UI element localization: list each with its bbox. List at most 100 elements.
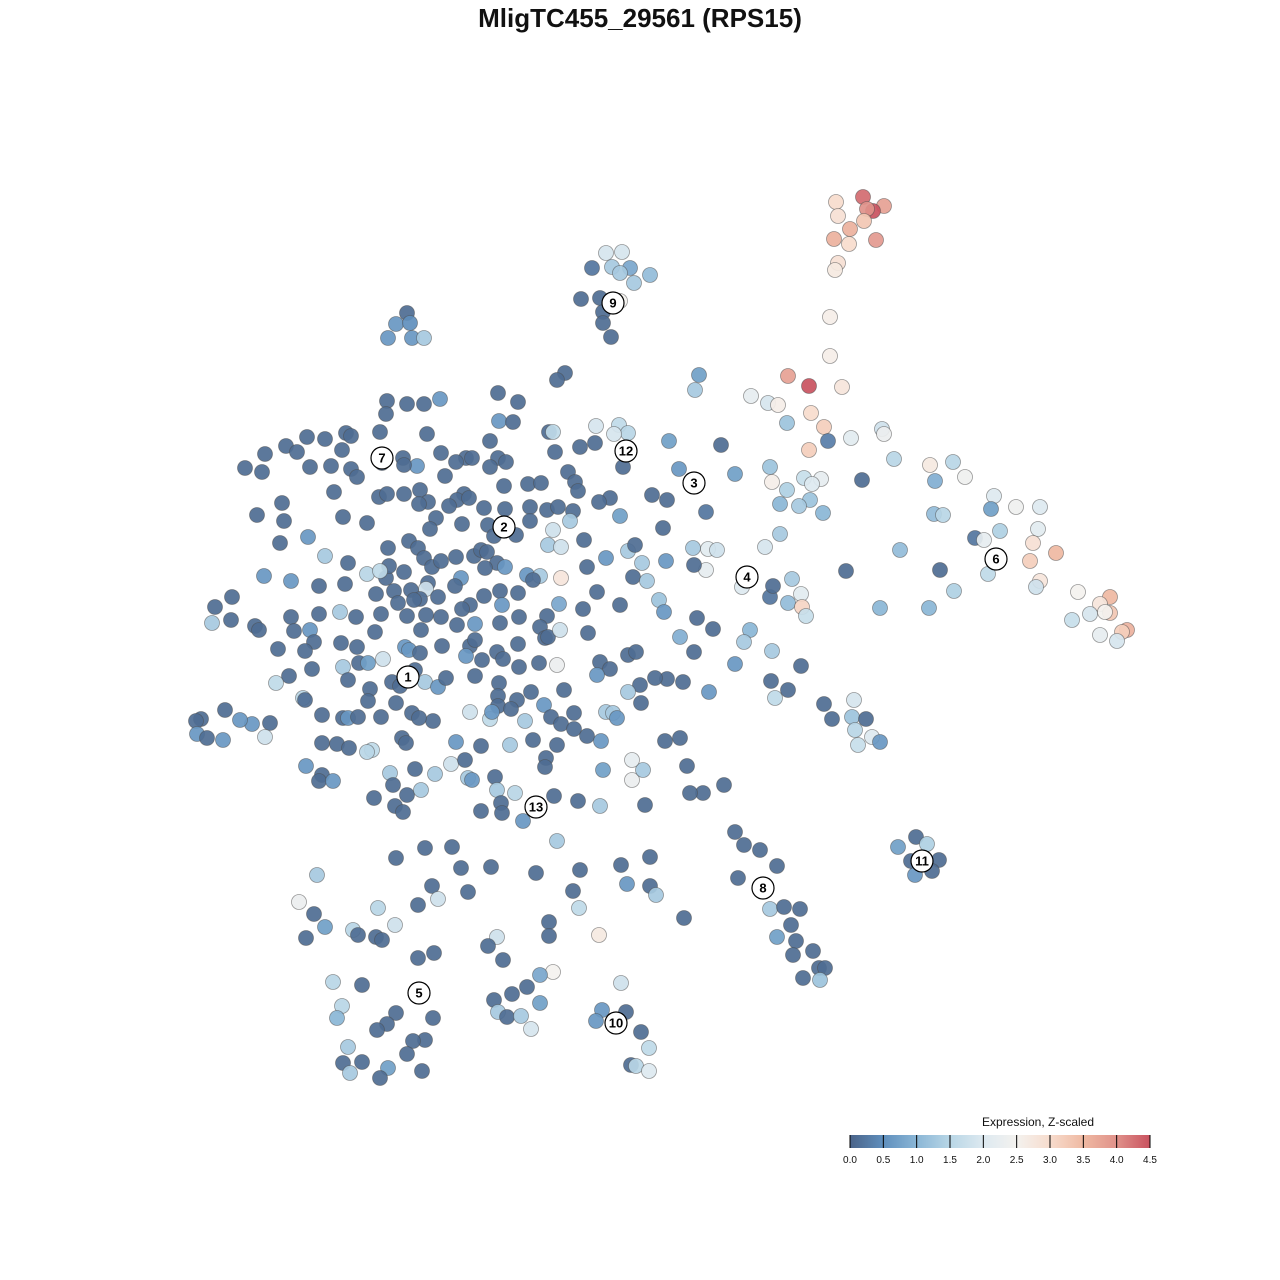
point xyxy=(299,429,315,445)
point xyxy=(633,695,649,711)
point xyxy=(606,426,622,442)
cluster-label: 10 xyxy=(609,1016,623,1031)
cluster-marker xyxy=(735,565,759,589)
point xyxy=(276,513,292,529)
point xyxy=(612,265,628,281)
point xyxy=(854,472,870,488)
point xyxy=(547,444,563,460)
point xyxy=(414,1063,430,1079)
point xyxy=(588,418,604,434)
cluster-label: 12 xyxy=(619,444,633,459)
point xyxy=(372,424,388,440)
point xyxy=(484,704,500,720)
point xyxy=(815,505,831,521)
point xyxy=(306,906,322,922)
point xyxy=(497,501,513,517)
point xyxy=(783,917,799,933)
cluster-marker xyxy=(370,446,394,470)
point xyxy=(497,559,513,575)
point xyxy=(805,943,821,959)
point xyxy=(460,884,476,900)
point xyxy=(946,583,962,599)
point xyxy=(1109,633,1125,649)
point xyxy=(341,740,357,756)
point xyxy=(549,372,565,388)
point xyxy=(533,475,549,491)
point xyxy=(396,486,412,502)
cluster-label: 7 xyxy=(378,451,385,466)
point xyxy=(685,540,701,556)
point xyxy=(795,970,811,986)
point xyxy=(816,419,832,435)
point xyxy=(546,788,562,804)
point xyxy=(317,431,333,447)
cluster-marker xyxy=(604,1011,628,1035)
point xyxy=(784,571,800,587)
point xyxy=(411,496,427,512)
point xyxy=(549,737,565,753)
point xyxy=(340,1039,356,1055)
point xyxy=(637,797,653,813)
point xyxy=(349,639,365,655)
point xyxy=(434,638,450,654)
point xyxy=(490,385,506,401)
point xyxy=(595,315,611,331)
point xyxy=(545,424,561,440)
point xyxy=(314,707,330,723)
point xyxy=(372,1070,388,1086)
point xyxy=(1022,553,1038,569)
point xyxy=(432,391,448,407)
point xyxy=(765,578,781,594)
point xyxy=(464,450,480,466)
point xyxy=(510,394,526,410)
point xyxy=(419,426,435,442)
point xyxy=(522,513,538,529)
point xyxy=(632,677,648,693)
point xyxy=(1064,612,1080,628)
point xyxy=(847,722,863,738)
point xyxy=(826,231,842,247)
point xyxy=(461,490,477,506)
point xyxy=(536,697,552,713)
point xyxy=(764,643,780,659)
point xyxy=(762,901,778,917)
colorbar-tick-label: 4.5 xyxy=(1143,1155,1157,1166)
point xyxy=(572,439,588,455)
point xyxy=(438,670,454,686)
point xyxy=(856,213,872,229)
point xyxy=(592,798,608,814)
point xyxy=(624,772,640,788)
points xyxy=(188,189,1135,1086)
point xyxy=(824,711,840,727)
point xyxy=(503,701,519,717)
point xyxy=(609,710,625,726)
point xyxy=(217,702,233,718)
point xyxy=(614,244,630,260)
point xyxy=(736,837,752,853)
point xyxy=(487,769,503,785)
cluster-label: 8 xyxy=(759,881,766,896)
point xyxy=(641,1040,657,1056)
point xyxy=(483,859,499,875)
point xyxy=(433,445,449,461)
point xyxy=(776,899,792,915)
point xyxy=(396,457,412,473)
point xyxy=(297,643,313,659)
point xyxy=(498,454,514,470)
point xyxy=(340,555,356,571)
point xyxy=(223,612,239,628)
point xyxy=(1032,499,1048,515)
point xyxy=(672,730,688,746)
point xyxy=(433,553,449,569)
point xyxy=(785,947,801,963)
point xyxy=(573,291,589,307)
point xyxy=(890,839,906,855)
point xyxy=(513,1008,529,1024)
point xyxy=(311,773,327,789)
point xyxy=(647,670,663,686)
point xyxy=(701,684,717,700)
point xyxy=(709,542,725,558)
point xyxy=(232,712,248,728)
point xyxy=(698,504,714,520)
point xyxy=(323,458,339,474)
